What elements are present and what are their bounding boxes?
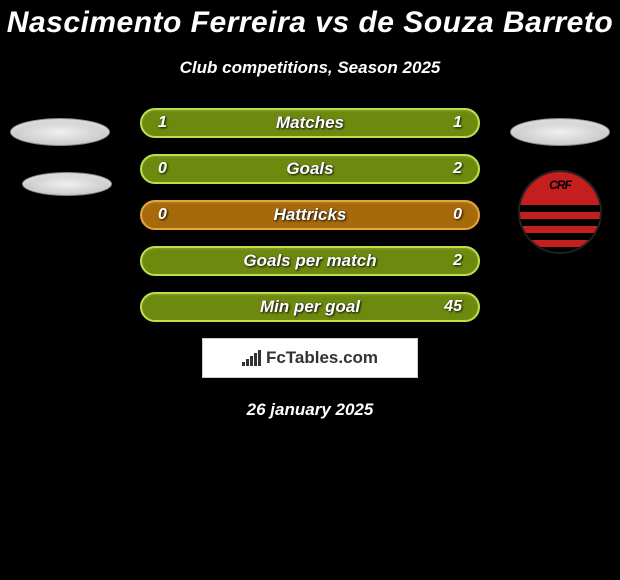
stat-row: 0 Goals 2 (140, 154, 480, 184)
page-title: Nascimento Ferreira vs de Souza Barreto (0, 6, 620, 40)
club-crest: CRF (518, 170, 602, 254)
stat-label: Goals per match (243, 251, 376, 271)
stat-right-value: 2 (453, 160, 462, 178)
left-player-area (10, 108, 112, 196)
stat-row: 0 Hattricks 0 (140, 200, 480, 230)
stat-label: Goals (286, 159, 333, 179)
source-logo: FcTables.com (242, 348, 378, 368)
right-player-area: CRF (510, 108, 610, 254)
stat-row: 1 Matches 1 (140, 108, 480, 138)
source-logo-text: FcTables.com (266, 348, 378, 368)
content-area: CRF 1 Matches 1 0 Goals 2 0 Hattricks 0 Goals per… (0, 108, 620, 420)
stat-left-value: 0 (158, 206, 167, 224)
stat-left-value: 0 (158, 160, 167, 178)
crest-top: CRF (520, 172, 600, 198)
stat-row: Goals per match 2 (140, 246, 480, 276)
stat-label: Hattricks (274, 205, 347, 225)
stat-right-value: 45 (444, 298, 462, 316)
placeholder-ellipse (22, 172, 112, 196)
date-label: 26 january 2025 (0, 400, 620, 420)
stat-right-value: 2 (453, 252, 462, 270)
placeholder-ellipse (10, 118, 110, 146)
subtitle: Club competitions, Season 2025 (0, 58, 620, 78)
placeholder-ellipse (510, 118, 610, 146)
stat-label: Matches (276, 113, 344, 133)
crest-stripes (520, 198, 600, 252)
bars-icon (242, 350, 262, 366)
source-logo-box: FcTables.com (202, 338, 418, 378)
stat-right-value: 0 (453, 206, 462, 224)
stat-label: Min per goal (260, 297, 360, 317)
stat-row: Min per goal 45 (140, 292, 480, 322)
stat-left-value: 1 (158, 114, 167, 132)
stat-right-value: 1 (453, 114, 462, 132)
crest-monogram: CRF (549, 178, 571, 192)
stats-list: 1 Matches 1 0 Goals 2 0 Hattricks 0 Goals per mat… (140, 108, 480, 322)
infographic-container: Nascimento Ferreira vs de Souza Barreto … (0, 0, 620, 420)
